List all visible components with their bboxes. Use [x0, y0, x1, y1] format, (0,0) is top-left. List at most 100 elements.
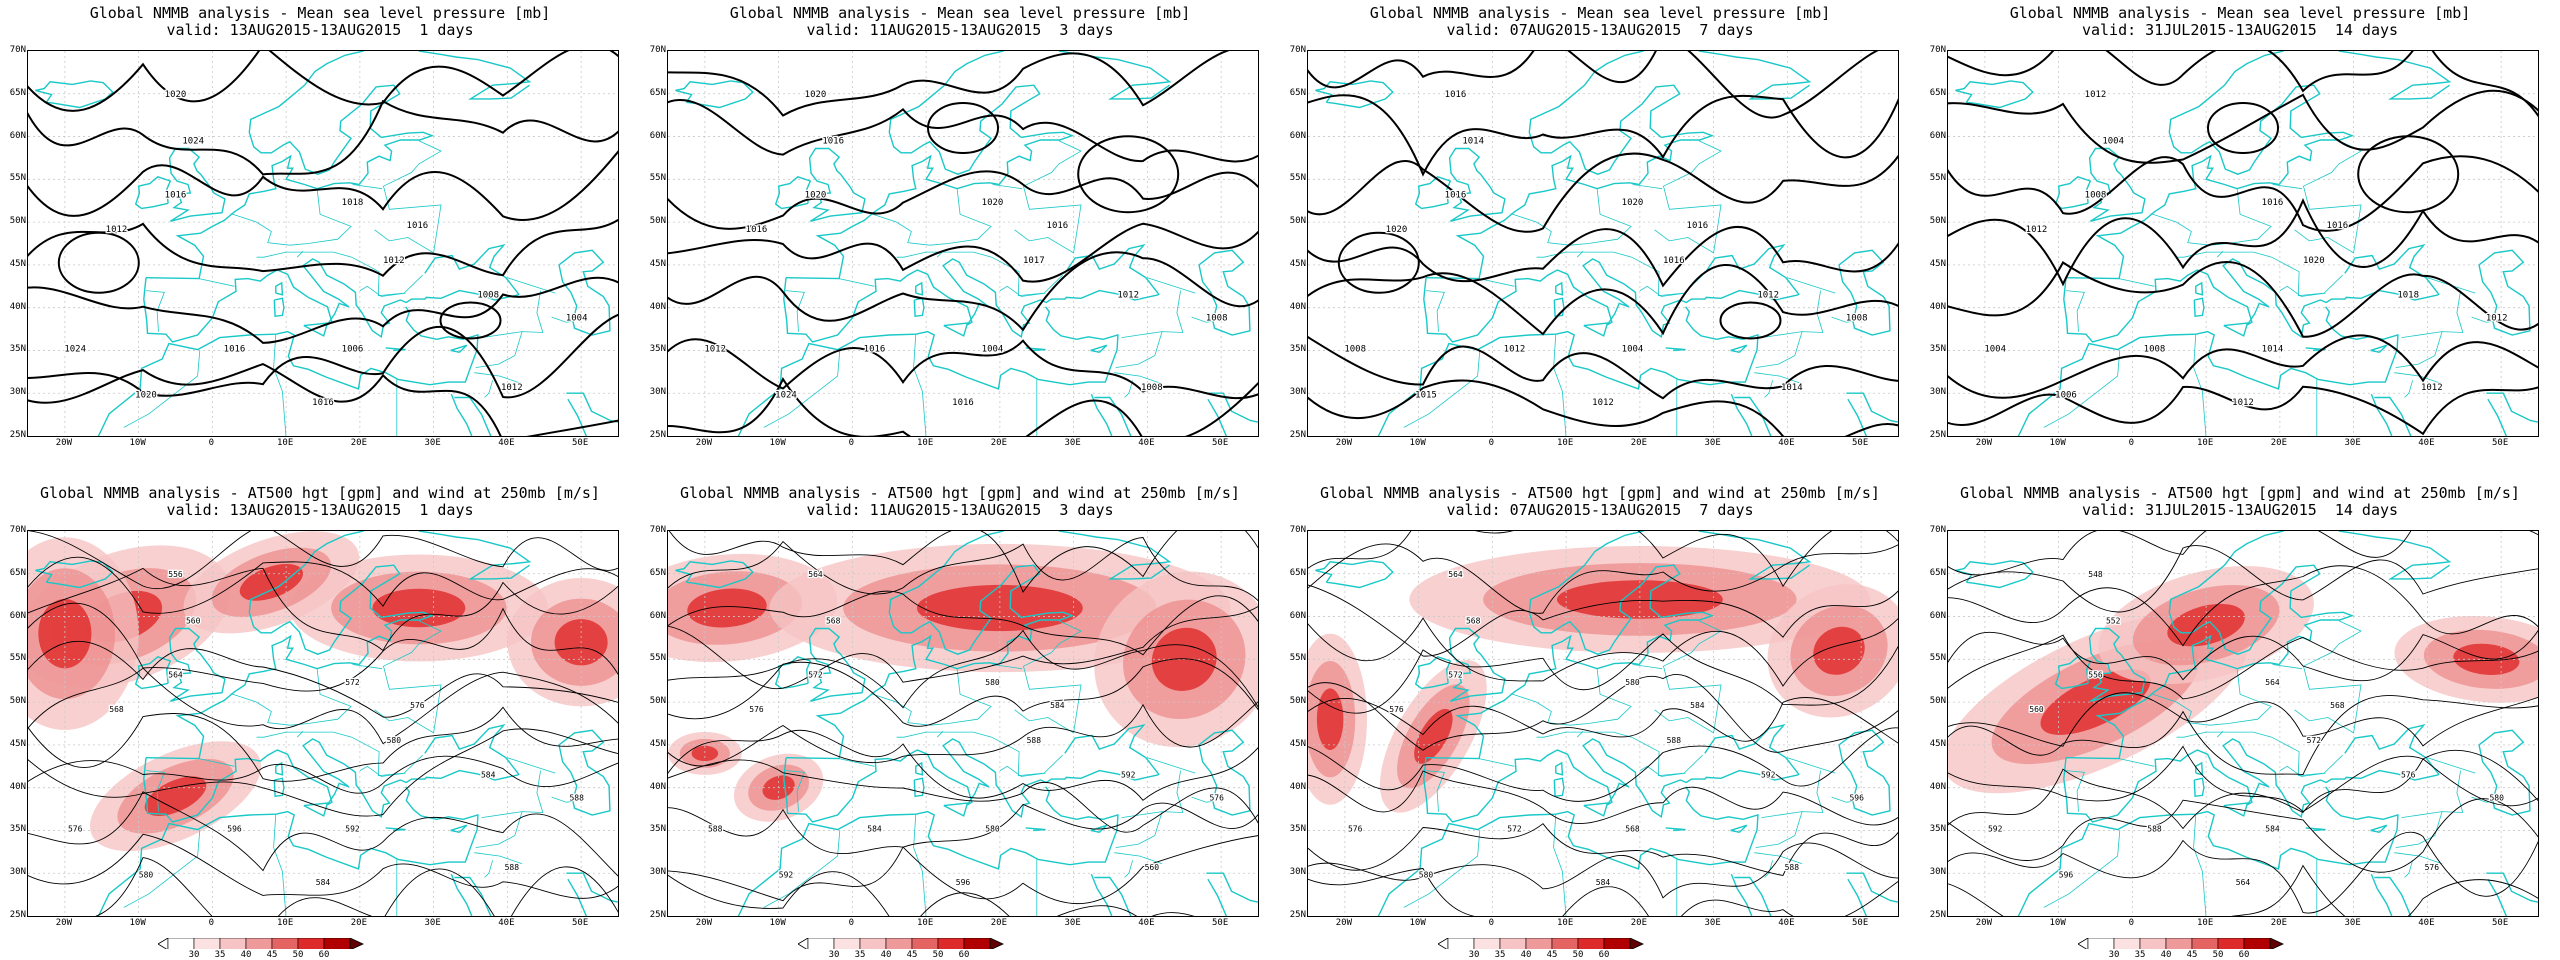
latitude-label: 40N	[1929, 301, 1946, 312]
latitude-label: 45N	[649, 258, 666, 269]
longitude-label: 20E	[1630, 918, 1648, 928]
longitude-label: 10E	[916, 438, 934, 448]
longitude-label: 30E	[1704, 438, 1721, 448]
latitude-label: 60N	[649, 130, 666, 141]
contour-label: 588	[1785, 863, 1800, 872]
map-area: 556 560 564 568 572 576 580 584 588 592 596 576 580 5…	[27, 530, 619, 917]
contour-label: 564	[2265, 678, 2280, 687]
contour-label: 568	[1625, 824, 1640, 833]
colorbar-label: 40	[1520, 950, 1532, 960]
contour-label: 580	[1625, 678, 1640, 687]
mslp-panel-7days: Global NMMB analysis - Mean sea level pr…	[1280, 0, 1920, 480]
contour-label: 1012	[2421, 383, 2443, 393]
coastlines	[1315, 51, 1898, 436]
contour-label: 580	[139, 871, 154, 880]
contour-label: 572	[2307, 736, 2322, 745]
contour-label: 568	[826, 616, 841, 625]
contour-label: 596	[956, 878, 971, 887]
longitude-label: 50E	[1211, 918, 1229, 928]
contour-label: 1016	[1445, 190, 1467, 200]
contour-label: 576	[410, 701, 425, 710]
latitude-label: 55N	[1289, 653, 1306, 664]
latitude-label: 50N	[9, 216, 26, 227]
colorbar-label: 40	[240, 950, 252, 960]
contour-label: 1020	[1386, 225, 1408, 235]
longitude-label: 40E	[2418, 438, 2435, 448]
contour-label: 1012	[1504, 344, 1526, 354]
longitude-label: 20E	[990, 918, 1008, 928]
contour-label: 588	[1667, 736, 1682, 745]
latitude-label: 45N	[1929, 258, 1946, 269]
longitude-label: 20E	[2270, 918, 2288, 928]
contour-label: 1020	[2303, 256, 2325, 266]
colorbar-label: 30	[188, 950, 200, 960]
latitude-label: 25N	[9, 910, 26, 920]
panel-title: Global NMMB analysis - AT500 hgt [gpm] a…	[680, 484, 1240, 502]
colorbar-label: 40	[880, 950, 892, 960]
longitude-label: 30E	[1064, 438, 1081, 448]
latitude-label: 25N	[1289, 910, 1306, 920]
jet-wind-shading	[1308, 545, 1898, 813]
longitude-label: 10W	[1409, 438, 1426, 448]
latitude-label: 25N	[1929, 910, 1946, 920]
latitude-label: 35N	[1929, 824, 1946, 835]
contour-label: 1016	[1445, 90, 1467, 100]
contour-label: 1016	[165, 190, 187, 200]
latitude-label: 40N	[1289, 301, 1306, 312]
latitude-label: 40N	[9, 301, 26, 312]
panel-title: Global NMMB analysis - Mean sea level pr…	[89, 4, 551, 22]
longitude-label: 50E	[571, 438, 589, 448]
longitude-label: 10E	[276, 918, 294, 928]
contour-lines	[28, 531, 618, 916]
coastlines	[1955, 531, 2538, 916]
latitude-label: 35N	[1289, 824, 1306, 835]
contour-label: 1004	[1984, 344, 2006, 354]
latitude-label: 70N	[1929, 525, 1946, 535]
jet-streak	[372, 588, 466, 628]
contour-label: 1020	[805, 190, 827, 200]
contour-label: 588	[1027, 736, 1042, 745]
contour-label: 1012	[106, 225, 128, 235]
country-borders	[763, 140, 1214, 436]
latitude-label: 65N	[9, 567, 26, 578]
colorbar-swatches	[2078, 938, 2284, 949]
longitude-label: 40E	[498, 438, 515, 448]
map-canvas: 564 568 572 576 580 584 588 592 576 580 584 588 592 5…	[668, 531, 1258, 916]
longitude-label: 40E	[1778, 438, 1795, 448]
latitude-label: 60N	[9, 610, 26, 621]
contour-labels: 556 560 564 568 572 576 580 584 588 592 596 576 580 5…	[67, 569, 586, 889]
latitude-label: 30N	[649, 387, 666, 398]
longitude-label: 10W	[129, 918, 146, 928]
contour-label: 576	[1348, 824, 1363, 833]
map-area: 548 552 556 560 564 568 572 576 580 584 588 592 596 5…	[1947, 530, 2539, 917]
contour-label: 588	[2147, 824, 2162, 833]
contour-labels: 1020 1016 1020 1016 1020 1016 1017 1012 1008 1004…	[703, 89, 1229, 410]
contour-labels: 564 568 572 576 580 584 588 592 576 580 584 588 592 5…	[707, 569, 1226, 889]
contour-label: 1012	[501, 383, 523, 393]
country-borders	[763, 620, 1214, 916]
contour-label: 1012	[1757, 290, 1779, 300]
contour-label: 584	[867, 824, 882, 833]
contour-label: 1012	[383, 256, 405, 266]
latitude-label: 35N	[1289, 344, 1306, 355]
panel-subtitle: valid: 31JUL2015-13AUG2015 14 days	[2081, 21, 2399, 39]
contour-label: 568	[2330, 701, 2345, 710]
latitude-label: 65N	[1929, 87, 1946, 98]
panel-subtitle: valid: 31JUL2015-13AUG2015 14 days	[2081, 501, 2399, 519]
panel-subtitle: valid: 07AUG2015-13AUG2015 7 days	[1446, 21, 1754, 39]
longitude-label: 30E	[1064, 918, 1081, 928]
contour-lines	[1308, 51, 1898, 436]
contour-label: 588	[505, 863, 520, 872]
contour-label: 596	[227, 824, 242, 833]
panel-subtitle: valid: 11AUG2015-13AUG2015 3 days	[806, 501, 1114, 519]
colorbar-label: 35	[854, 950, 866, 960]
longitude-label: 30E	[2344, 438, 2361, 448]
latitude-label: 60N	[1289, 130, 1306, 141]
contour-label: 560	[1145, 863, 1160, 872]
jet-streak	[28, 568, 116, 700]
contour-label: 584	[481, 770, 496, 779]
lat-lon-grid	[1308, 51, 1898, 436]
lat-lon-grid	[668, 531, 1258, 916]
z500-panel-3days: Global NMMB analysis - AT500 hgt [gpm] a…	[640, 480, 1280, 960]
contour-label: 572	[808, 670, 823, 679]
